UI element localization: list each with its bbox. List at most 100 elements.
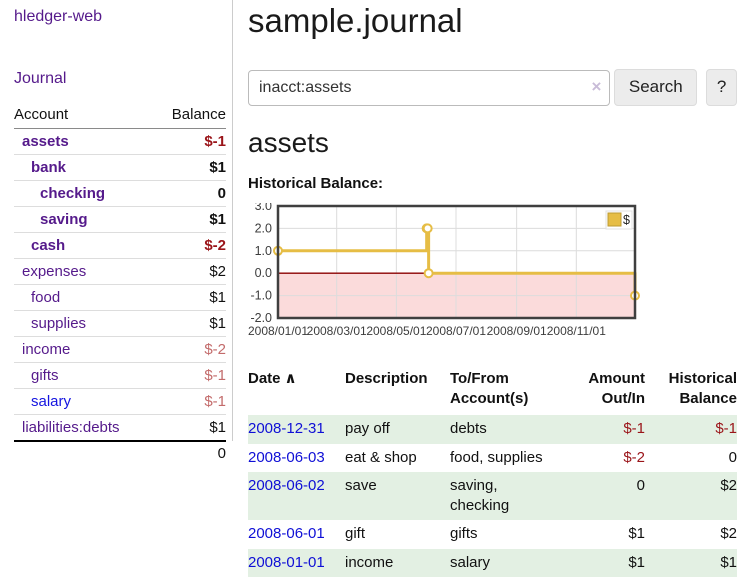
register-header-balance: Historical Balance — [668, 369, 737, 408]
data-point-marker — [422, 223, 433, 234]
account-row: supplies $1 — [14, 310, 226, 337]
account-link-food[interactable]: food — [31, 289, 61, 306]
transaction-amount: $1 — [628, 525, 645, 543]
sort-asc-icon: ∧ — [284, 369, 297, 387]
account-balance: $-2 — [154, 336, 226, 363]
transaction-balance: $2 — [720, 525, 737, 543]
account-balance: $-1 — [154, 362, 226, 389]
transaction-row: 2008-06-02 save saving, checking 0 $2 — [248, 471, 737, 521]
transaction-row: 2008-12-31 pay off debts $-1 $-1 — [248, 415, 737, 444]
plot-border — [276, 204, 637, 320]
account-balance: $-1 — [154, 128, 226, 155]
transaction-accounts: salary — [450, 548, 558, 577]
transaction-date-cell: 2008-06-01 — [248, 520, 345, 548]
account-balance: $2 — [154, 258, 226, 285]
legend-label: $ — [623, 213, 630, 227]
x-tick-label: 2008/09/01 — [487, 324, 547, 338]
accounts-header-balance: Balance — [154, 102, 226, 129]
account-row: saving $1 — [14, 206, 226, 233]
transaction-description: gift — [345, 525, 366, 543]
transaction-accounts: food, supplies — [450, 448, 543, 466]
transaction-balance: $1 — [645, 548, 737, 577]
account-balance: $-1 — [154, 388, 226, 415]
account-link-expenses[interactable]: expenses — [22, 263, 87, 280]
transaction-date-link[interactable]: 2008-12-31 — [248, 420, 325, 438]
account-link-income[interactable]: income — [22, 341, 71, 358]
help-button[interactable]: ? — [706, 68, 737, 106]
account-link-assets[interactable]: assets — [22, 133, 69, 150]
account-link-cash[interactable]: cash — [31, 237, 66, 254]
y-tick-label: 1.0 — [255, 244, 272, 258]
chart-label: Historical Balance: — [248, 174, 384, 192]
account-link-checking[interactable]: checking — [40, 185, 106, 202]
search-form: × Search ? — [248, 68, 737, 106]
y-tick-label: 3.0 — [255, 203, 272, 213]
transaction-date-link[interactable]: 2008-06-03 — [248, 448, 325, 466]
transaction-balance: $-1 — [645, 415, 737, 444]
transaction-date-link[interactable]: 2008-06-02 — [248, 476, 325, 494]
transaction-accounts: saving, checking — [450, 471, 558, 521]
accounts-table: Account Balance assets $-1 bank $1 checking 0… — [14, 102, 226, 465]
account-row: checking 0 — [14, 180, 226, 207]
clear-search-icon[interactable]: × — [591, 76, 602, 96]
transaction-row: 2008-06-03 eat & shop food, supplies $-2 0 — [248, 444, 737, 472]
chart-svg: 3.0 2.0 1.0 0.0 -1.0 -2.02008/01/012008/03/01… — [248, 199, 640, 338]
account-row: bank $1 — [14, 154, 226, 181]
account-heading: assets — [248, 126, 329, 158]
account-balance: 0 — [154, 180, 226, 207]
account-link-bank[interactable]: bank — [31, 159, 67, 176]
account-balance: $1 — [154, 206, 226, 233]
y-tick-label: -1.0 — [250, 289, 272, 303]
search-button[interactable]: Search — [614, 68, 698, 106]
account-link-liabilities-debts[interactable]: liabilities:debts — [22, 419, 120, 436]
transaction-date-cell: 2008-01-01 — [248, 548, 345, 577]
account-row: income $-2 — [14, 336, 226, 363]
account-link-salary[interactable]: salary — [31, 393, 72, 410]
account-row: gifts $-1 — [14, 362, 226, 389]
transaction-amount: 0 — [558, 471, 645, 521]
register-header-amount: Amount Out/In — [588, 369, 645, 408]
account-balance: $1 — [154, 154, 226, 181]
account-balance: $1 — [154, 310, 226, 337]
sidebar-journal-link[interactable]: Journal — [14, 70, 67, 87]
register-header-date[interactable]: Date ∧ — [248, 369, 297, 387]
transaction-date-link[interactable]: 2008-06-01 — [248, 525, 325, 543]
register-table: Date ∧ Description To/From Account(s) Amo… — [248, 367, 737, 577]
transaction-date-cell: 2008-12-31 — [248, 415, 345, 444]
transaction-balance: $2 — [645, 471, 737, 521]
transaction-amount: $-1 — [558, 415, 645, 444]
account-link-saving[interactable]: saving — [40, 211, 88, 228]
account-row: expenses $2 — [14, 258, 226, 285]
search-input[interactable] — [248, 69, 611, 106]
y-tick-label: -2.0 — [250, 311, 272, 325]
historical-balance-chart: 3.0 2.0 1.0 0.0 -1.0 -2.0 2008/01/01 2008/03/01… — [248, 199, 737, 348]
transaction-date-cell: 2008-06-02 — [248, 471, 345, 521]
page-title: sample.journal — [248, 2, 463, 39]
account-link-gifts[interactable]: gifts — [31, 367, 59, 384]
register-header-description: Description — [345, 369, 428, 387]
transaction-date-cell: 2008-06-03 — [248, 444, 345, 472]
account-row: food $1 — [14, 284, 226, 311]
transaction-row: 2008-06-01 gift gifts $1 $2 — [248, 520, 737, 548]
account-balance: $1 — [154, 284, 226, 311]
account-row: assets $-1 — [14, 128, 226, 155]
legend-swatch — [607, 212, 622, 227]
transaction-description: save — [345, 471, 450, 521]
transaction-date-link[interactable]: 2008-01-01 — [248, 553, 325, 571]
account-balance: $-2 — [154, 232, 226, 259]
accounts-total-balance: 0 — [154, 440, 226, 465]
x-tick-label: 2008/05/01 — [366, 324, 426, 338]
x-tick-label: 2008/03/01 — [307, 324, 367, 338]
account-link-supplies[interactable]: supplies — [31, 315, 87, 332]
app-brand-link[interactable]: hledger-web — [14, 8, 103, 25]
transaction-amount: $1 — [558, 548, 645, 577]
x-tick-label: 2008/07/01 — [426, 324, 486, 338]
accounts-total-row: 0 — [14, 440, 226, 465]
register-header-accounts: To/From Account(s) — [450, 369, 529, 408]
transaction-balance: 0 — [728, 448, 737, 466]
data-point-marker — [423, 268, 434, 279]
account-row: liabilities:debts $1 — [14, 414, 226, 442]
sidebar: hledger-web Journal Account Balance asse… — [0, 0, 233, 465]
register-table-header: Date ∧ Description To/From Account(s) Amo… — [248, 367, 737, 416]
transaction-description: pay off — [345, 415, 450, 444]
